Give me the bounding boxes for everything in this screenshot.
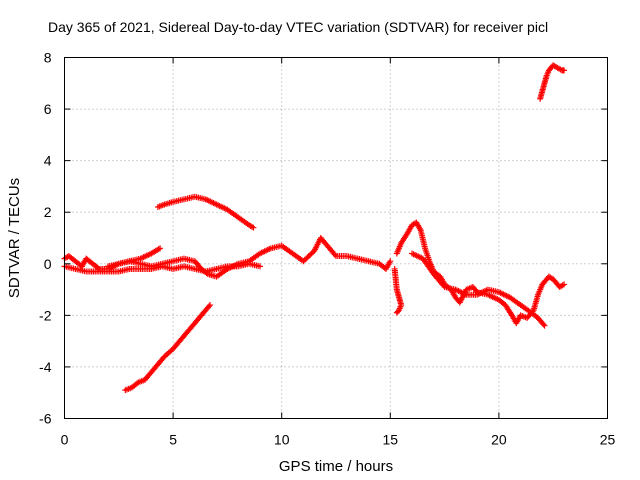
data-point <box>250 224 257 231</box>
series-upper-arc <box>154 193 257 231</box>
data-point <box>561 281 568 288</box>
x-tick-label: 25 <box>600 432 616 448</box>
axis-ticks <box>64 57 608 419</box>
data-point <box>393 309 400 316</box>
chart-title: Day 365 of 2021, Sidereal Day-to-day VTE… <box>48 19 548 35</box>
series-evening-trace <box>393 219 568 327</box>
y-tick-label: 2 <box>44 204 52 220</box>
data-point <box>157 245 164 252</box>
y-tick-label: -2 <box>39 307 52 323</box>
series-evening-secondary <box>409 250 548 329</box>
y-tick-labels: -6 -4 -2 0 2 4 6 8 <box>39 50 52 427</box>
data-point <box>394 308 401 315</box>
data-marks <box>61 62 568 394</box>
y-tick-label: 8 <box>44 50 52 66</box>
x-tick-label: 20 <box>491 432 507 448</box>
grid-lines <box>64 57 608 419</box>
data-point <box>540 321 547 328</box>
data-point <box>541 322 548 329</box>
x-tick-label: 15 <box>383 432 399 448</box>
x-tick-labels: 0 5 10 15 20 25 <box>61 432 616 448</box>
plot-frame <box>64 57 608 419</box>
x-tick-label: 10 <box>274 432 290 448</box>
data-point <box>205 303 212 310</box>
data-point <box>256 263 263 270</box>
x-axis-label: GPS time / hours <box>279 458 393 475</box>
data-point <box>387 258 394 265</box>
x-tick-label: 5 <box>169 432 177 448</box>
y-axis-label: SDTVAR / TECUs <box>6 178 23 298</box>
y-tick-label: 0 <box>44 256 52 272</box>
data-point <box>94 264 101 271</box>
series-rising-trace-early <box>104 245 164 270</box>
series-short-drop <box>391 265 405 316</box>
y-tick-label: 4 <box>44 153 52 169</box>
y-tick-label: 6 <box>44 101 52 117</box>
y-tick-label: -6 <box>39 411 52 427</box>
data-point <box>561 67 568 74</box>
data-point <box>207 302 214 309</box>
series-late-high-segment <box>537 62 568 102</box>
series-steep-rising-trace <box>122 302 214 394</box>
x-tick-label: 0 <box>61 432 69 448</box>
y-tick-label: -4 <box>39 359 52 375</box>
